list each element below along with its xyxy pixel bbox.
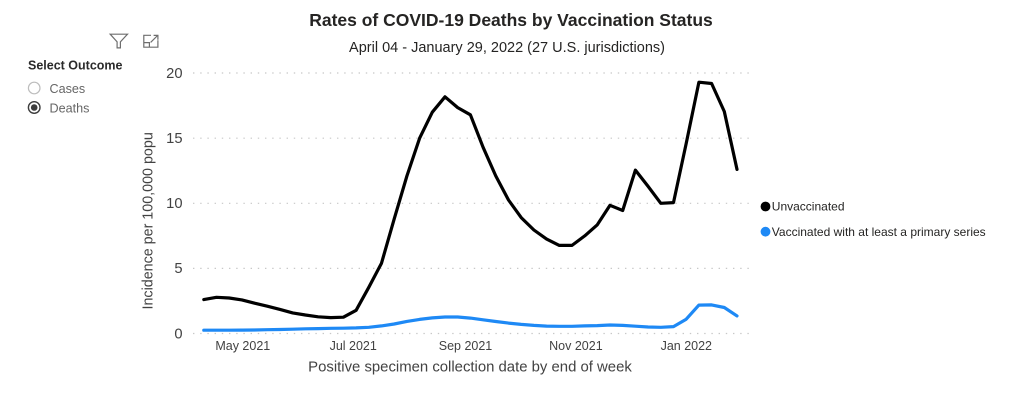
svg-text:Vaccinated with at least a pri: Vaccinated with at least a primary serie… (772, 225, 986, 239)
svg-text:0: 0 (174, 326, 182, 342)
svg-text:Select Outcome: Select Outcome (28, 59, 123, 73)
svg-text:Unvaccinated: Unvaccinated (772, 200, 845, 214)
svg-text:20: 20 (166, 66, 182, 82)
svg-text:Sep 2021: Sep 2021 (439, 339, 493, 353)
svg-text:15: 15 (166, 131, 182, 147)
svg-text:5: 5 (174, 261, 182, 277)
svg-text:May 2021: May 2021 (215, 339, 270, 353)
svg-text:10: 10 (166, 196, 182, 212)
svg-text:Incidence per 100,000 popu: Incidence per 100,000 popu (141, 132, 157, 309)
svg-text:Positive specimen collection d: Positive specimen collection date by end… (308, 360, 632, 376)
svg-text:Cases: Cases (50, 82, 86, 96)
svg-text:Jul 2021: Jul 2021 (330, 339, 377, 353)
svg-text:Jan 2022: Jan 2022 (661, 339, 712, 353)
svg-text:Rates of COVID-19 Deaths by Va: Rates of COVID-19 Deaths by Vaccination … (309, 10, 713, 30)
svg-text:April 04 - January 29, 2022 (2: April 04 - January 29, 2022 (27 U.S. jur… (349, 40, 665, 56)
svg-text:Nov 2021: Nov 2021 (549, 339, 603, 353)
svg-text:Deaths: Deaths (50, 101, 90, 115)
